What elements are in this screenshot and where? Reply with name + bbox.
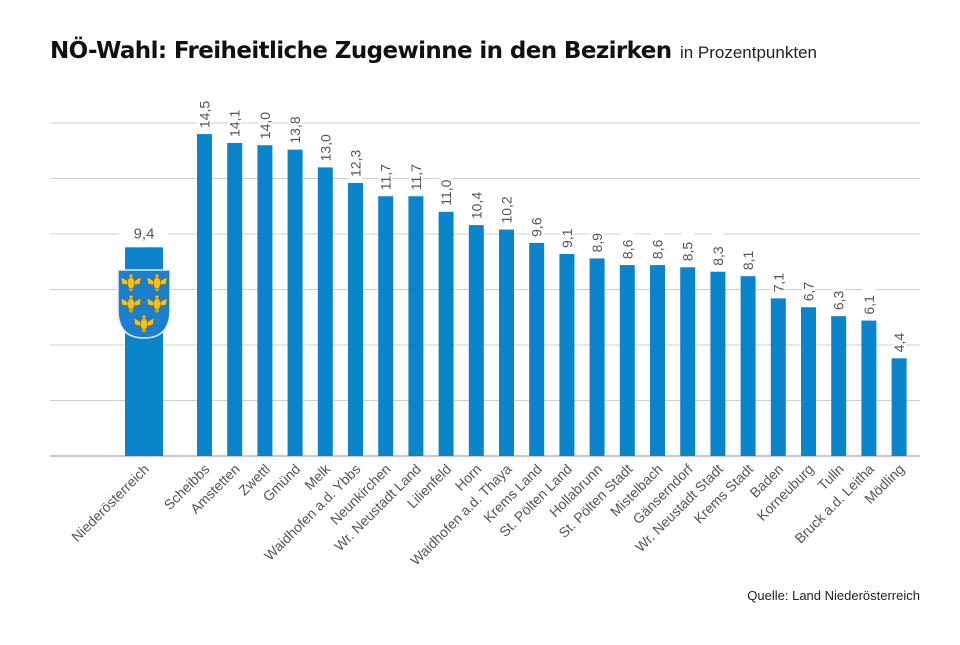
label-bg	[198, 94, 211, 131]
value-labels: 9,4 14,5 14,1 14,0 13,8 13,0 12,3 11,7 11,7 11,0 1…	[119, 94, 907, 355]
label-bg	[258, 105, 272, 142]
value-label: 10,4	[468, 192, 484, 219]
bar	[438, 211, 454, 456]
bar	[468, 225, 484, 456]
bar	[559, 253, 575, 456]
label-bg	[469, 185, 483, 222]
bars	[125, 134, 907, 457]
label-bg	[439, 171, 453, 208]
bar	[710, 271, 726, 456]
bar	[831, 316, 847, 456]
label-bg	[741, 236, 755, 273]
bar	[680, 267, 696, 456]
value-label: 6,1	[861, 295, 877, 315]
label-bg	[560, 213, 574, 250]
chart-subtitle: in Prozentpunkten	[679, 43, 817, 62]
bar	[740, 276, 756, 456]
value-label: 12,3	[348, 149, 364, 176]
label-bg	[500, 189, 513, 226]
value-label: 8,5	[680, 242, 696, 262]
label-bg	[379, 156, 393, 193]
bar	[619, 265, 635, 456]
bar	[650, 265, 665, 456]
bar	[378, 196, 394, 456]
bar	[257, 145, 273, 456]
value-label: 10,2	[499, 196, 515, 223]
value-label: 13,0	[317, 134, 333, 161]
eagle-icon	[120, 294, 142, 313]
value-label: 8,1	[740, 251, 756, 271]
bar	[861, 320, 877, 456]
value-label: 6,3	[831, 290, 847, 310]
label-bg	[530, 202, 544, 239]
bar	[348, 182, 363, 456]
value-label: 11,7	[378, 164, 394, 190]
label-bg	[651, 225, 664, 262]
x-tick-label: Niederösterreich	[68, 461, 152, 545]
value-label: 13,8	[287, 116, 303, 143]
label-bg	[832, 276, 846, 313]
value-label: 9,1	[559, 228, 575, 248]
lower-austria-coat-of-arms-icon	[117, 269, 171, 339]
label-bg	[349, 142, 362, 179]
label-bg	[862, 280, 876, 317]
chart-title: NÖ-Wahl: Freiheitliche Zugewinne in den …	[50, 38, 672, 64]
value-label: 8,6	[650, 239, 666, 259]
label-bg	[802, 267, 815, 304]
label-bg	[288, 109, 302, 146]
label-bg	[409, 156, 423, 193]
gridlines	[50, 122, 920, 457]
value-label: 9,6	[529, 217, 545, 237]
value-label: 14,5	[197, 101, 213, 128]
label-bg	[119, 223, 169, 242]
value-label: 8,6	[619, 239, 635, 259]
chart-title-block: NÖ-Wahl: Freiheitliche Zugewinne in den …	[50, 38, 817, 64]
value-label: 8,3	[710, 246, 726, 266]
eagle-icon	[146, 273, 168, 292]
value-label-niederoesterreich: 9,4	[134, 225, 155, 242]
value-label: 7,1	[770, 273, 786, 293]
bar	[891, 358, 907, 456]
bar	[317, 167, 333, 456]
label-bg	[228, 102, 242, 139]
source-note: Quelle: Land Niederösterreich	[747, 588, 920, 603]
x-tick-labels: Niederösterreich ScheibbsAmstettenZwettlG…	[68, 460, 907, 568]
value-label: 14,0	[257, 112, 273, 139]
value-label: 14,1	[227, 110, 243, 137]
label-bg	[771, 258, 785, 295]
label-bg	[681, 227, 695, 264]
label-bg	[892, 318, 906, 355]
bar	[801, 307, 816, 456]
value-label: 8,9	[589, 233, 605, 253]
value-label: 4,4	[891, 333, 907, 353]
value-label: 11,7	[408, 164, 424, 190]
eagle-icon	[146, 294, 168, 313]
bar	[227, 142, 243, 457]
value-label: 6,7	[801, 282, 817, 302]
eagle-icon	[133, 314, 155, 333]
bar	[770, 298, 786, 456]
bar	[529, 242, 545, 456]
eagle-icon	[120, 273, 142, 292]
label-bg	[620, 225, 634, 262]
bar	[589, 258, 605, 456]
bar	[408, 196, 424, 456]
label-bg	[590, 218, 604, 255]
label-bg	[711, 231, 725, 268]
bar	[499, 229, 514, 456]
bar	[287, 149, 303, 456]
bar	[197, 134, 212, 456]
label-bg	[318, 127, 332, 164]
value-label: 11,0	[438, 179, 454, 205]
